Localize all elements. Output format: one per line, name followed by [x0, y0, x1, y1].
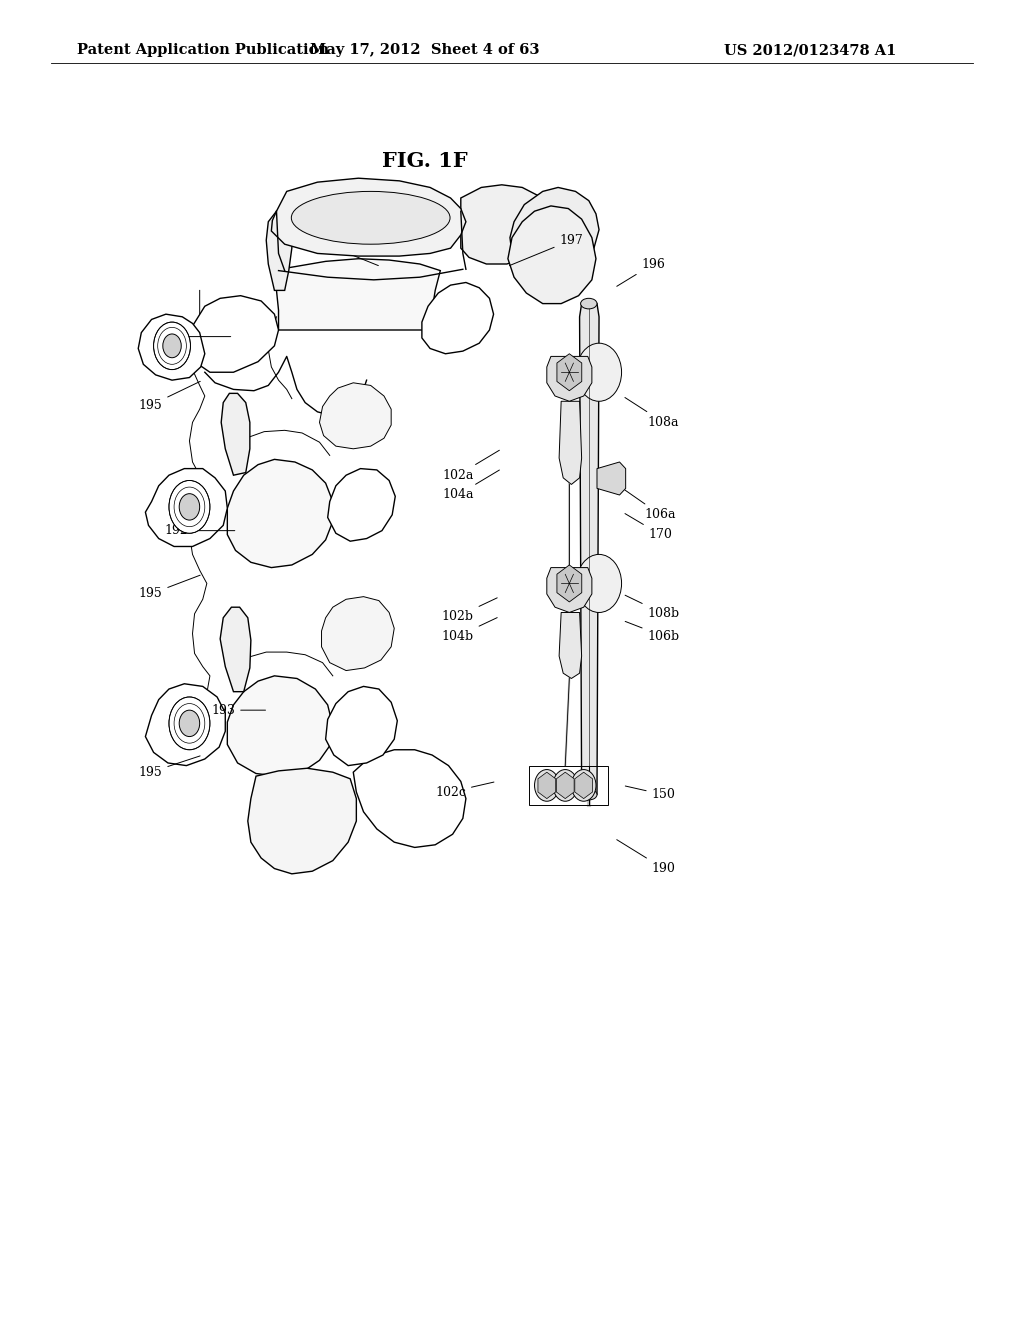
Ellipse shape — [291, 191, 451, 244]
Polygon shape — [559, 401, 582, 484]
Polygon shape — [461, 185, 553, 264]
Polygon shape — [580, 304, 599, 795]
Circle shape — [179, 494, 200, 520]
Ellipse shape — [581, 789, 597, 800]
Polygon shape — [227, 676, 333, 776]
Text: 191: 191 — [157, 330, 230, 343]
Polygon shape — [508, 206, 596, 304]
Polygon shape — [319, 383, 391, 449]
Circle shape — [571, 770, 596, 801]
Polygon shape — [248, 768, 356, 874]
Text: 196: 196 — [616, 257, 666, 286]
Text: 108a: 108a — [625, 397, 679, 429]
Polygon shape — [510, 187, 599, 280]
Polygon shape — [574, 772, 593, 799]
Circle shape — [163, 334, 181, 358]
Text: US 2012/0123478 A1: US 2012/0123478 A1 — [724, 44, 896, 57]
Polygon shape — [145, 684, 225, 766]
Polygon shape — [145, 469, 227, 546]
Polygon shape — [556, 772, 574, 799]
Polygon shape — [597, 462, 626, 495]
Text: 195: 195 — [138, 576, 200, 601]
Text: 195: 195 — [138, 381, 201, 412]
Circle shape — [154, 322, 190, 370]
Polygon shape — [322, 597, 394, 671]
Text: 102c: 102c — [435, 781, 494, 799]
Text: 104b: 104b — [441, 618, 498, 643]
Text: 150: 150 — [626, 785, 676, 801]
Polygon shape — [326, 686, 397, 766]
Polygon shape — [538, 772, 556, 799]
Text: 104a: 104a — [442, 470, 500, 502]
Text: 195: 195 — [138, 756, 200, 779]
Circle shape — [577, 554, 622, 612]
Circle shape — [169, 480, 210, 533]
Polygon shape — [547, 568, 592, 612]
Polygon shape — [547, 356, 592, 401]
Text: 193: 193 — [211, 704, 265, 717]
Polygon shape — [328, 469, 395, 541]
Polygon shape — [138, 314, 205, 380]
Ellipse shape — [581, 298, 597, 309]
Text: 106b: 106b — [626, 622, 680, 643]
Text: 190: 190 — [616, 840, 676, 875]
Text: 108b: 108b — [625, 595, 680, 620]
Circle shape — [179, 710, 200, 737]
Text: 106a: 106a — [625, 490, 676, 521]
Text: 194: 194 — [303, 234, 378, 265]
Text: 197: 197 — [510, 234, 584, 265]
Circle shape — [553, 770, 578, 801]
Text: Patent Application Publication: Patent Application Publication — [77, 44, 329, 57]
Polygon shape — [353, 750, 466, 847]
Polygon shape — [271, 178, 466, 256]
Polygon shape — [557, 565, 582, 602]
Text: 102a: 102a — [442, 450, 500, 482]
Text: 102b: 102b — [441, 598, 498, 623]
Circle shape — [535, 770, 559, 801]
Polygon shape — [227, 459, 333, 568]
Text: May 17, 2012  Sheet 4 of 63: May 17, 2012 Sheet 4 of 63 — [310, 44, 540, 57]
Circle shape — [577, 343, 622, 401]
Text: 170: 170 — [625, 513, 673, 541]
Polygon shape — [557, 354, 582, 391]
Polygon shape — [266, 211, 292, 290]
Polygon shape — [220, 607, 251, 692]
Circle shape — [169, 697, 210, 750]
Polygon shape — [582, 359, 595, 385]
Polygon shape — [559, 612, 582, 678]
Polygon shape — [271, 259, 440, 330]
Polygon shape — [221, 393, 250, 475]
Polygon shape — [582, 570, 595, 597]
Text: 192: 192 — [164, 524, 234, 537]
Polygon shape — [422, 282, 494, 354]
Polygon shape — [186, 296, 279, 372]
Text: FIG. 1F: FIG. 1F — [382, 150, 468, 172]
